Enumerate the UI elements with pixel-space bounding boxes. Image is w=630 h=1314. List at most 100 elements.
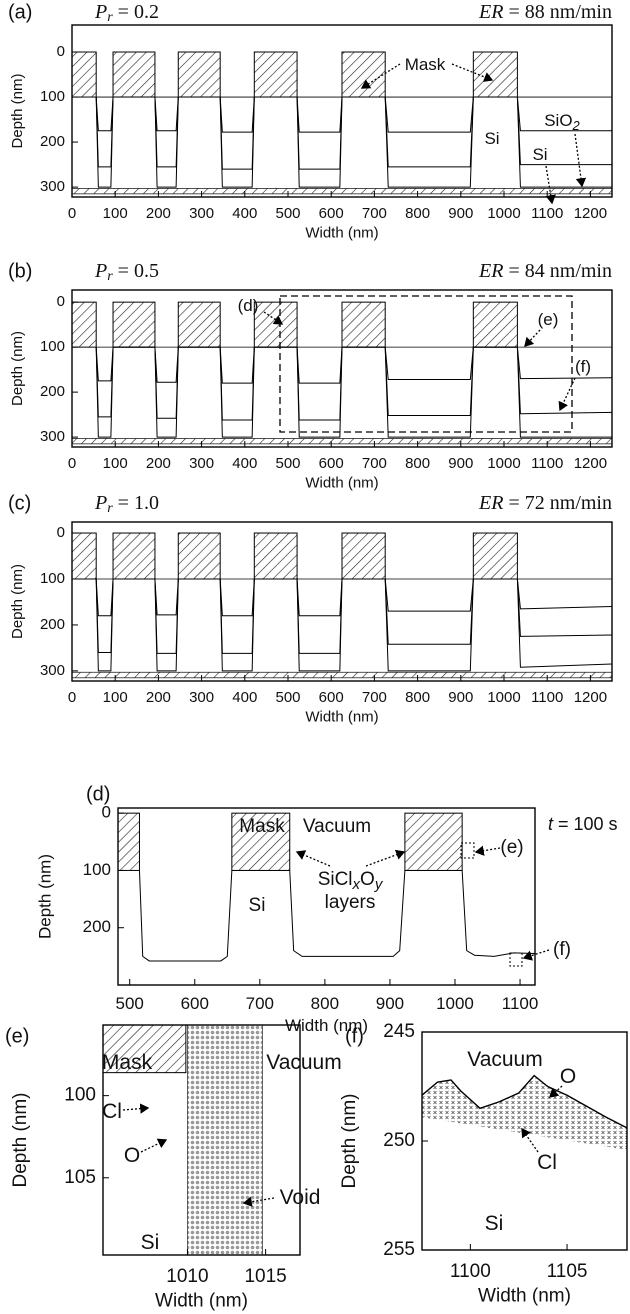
y-tick-label: 200 (40, 133, 65, 150)
x-tick-label: 500 (116, 994, 144, 1013)
mask (112, 301, 156, 348)
x-tick-label: 700 (246, 994, 274, 1013)
arrow (524, 329, 541, 347)
y-axis-title: Depth (nm) (9, 73, 26, 148)
annotation-part: Si (485, 1212, 504, 1235)
plot-area (103, 1025, 263, 1255)
pr-label: Pr = 0.2 (94, 1, 159, 26)
x-tick-label: 600 (181, 994, 209, 1013)
plot-area (422, 1074, 627, 1150)
pr-symbol: P (94, 492, 107, 514)
profile-line (95, 578, 612, 654)
pr-sub: r (107, 501, 113, 516)
annotation-part: (f) (575, 357, 591, 376)
x-tick-label: 100 (103, 205, 128, 222)
arrow (122, 1103, 150, 1114)
er-symbol: ER (478, 492, 503, 514)
arrow (522, 949, 550, 961)
mask (253, 51, 298, 98)
x-tick-label: 200 (146, 205, 171, 222)
er-label: ER = 72 nm/min (478, 492, 612, 514)
y-tick-label: 0 (57, 293, 65, 310)
x-axis-title: Width (nm) (285, 1016, 368, 1035)
pr-symbol: P (94, 260, 107, 282)
arrow (451, 63, 494, 82)
x-tick-label: 300 (189, 455, 214, 472)
pr-sub: r (107, 10, 113, 25)
annotation-part: O (124, 1144, 140, 1167)
mask (253, 301, 298, 348)
arrow (574, 133, 587, 188)
profile-line (95, 96, 612, 188)
y-axis-title: Depth (nm) (9, 564, 26, 639)
annotation: Cl (537, 1151, 557, 1174)
annotation: Vacuum (467, 1048, 542, 1071)
annotation: Si (141, 1231, 160, 1254)
x-tick-label: 1015 (244, 1266, 286, 1287)
mask (177, 532, 221, 580)
x-tick-label: 300 (189, 689, 214, 706)
mask (472, 532, 518, 580)
annotation: O (560, 1065, 576, 1088)
er-value: = 84 nm/min (508, 260, 612, 282)
panel: 0 100 200 300 400 500 600 700 800 900 1000 1100 1200… (8, 260, 613, 492)
mask (341, 532, 386, 580)
annotation-part: Cl (537, 1151, 557, 1174)
x-tick-label: 900 (448, 689, 473, 706)
x-tick-label: 900 (448, 205, 473, 222)
annotation-part: SiO (544, 111, 572, 130)
panel: 500 600 700 800 900 1000 1100 0 100 200 Width (nm)… (35, 783, 617, 1035)
plot-frame (102, 1024, 301, 1256)
x-axis-title: Width (nm) (305, 225, 378, 242)
annotation-part: Vacuum (266, 1051, 341, 1074)
panel: 1100 1105 245 250 255 Width (nm) Depth (nm) (f)… (339, 1021, 628, 1307)
x-tick-label: 200 (146, 455, 171, 472)
x-tick-label: 1100 (531, 205, 563, 222)
x-tick-label: 800 (405, 455, 430, 472)
profile-line (95, 346, 612, 384)
mask (72, 532, 97, 580)
plot-area (72, 532, 612, 679)
time-symbol: t (548, 814, 554, 834)
annotation-part: (d) (238, 296, 259, 315)
y-tick-label: 0 (57, 43, 65, 60)
pr-label: Pr = 1.0 (94, 492, 159, 517)
x-tick-label: 400 (232, 689, 257, 706)
x-tick-label: 1200 (574, 689, 607, 706)
annotation: Si (532, 145, 547, 164)
annotation-part: layers (325, 892, 376, 913)
y-tick-label: 100 (40, 338, 65, 355)
annotation-part: Si (141, 1231, 160, 1254)
er-symbol: ER (478, 1, 503, 23)
x-tick-label: 600 (319, 205, 344, 222)
plot-area (118, 812, 535, 962)
annotation-part: Vacuum (303, 816, 371, 837)
x-tick-label: 1000 (436, 994, 474, 1013)
annotation-part: Void (280, 1186, 321, 1209)
x-tick-label: 400 (232, 205, 257, 222)
panel: 1010 1015 100 105 Width (nm) Depth (nm) (e) Mas… (5, 1024, 342, 1312)
plot-frame (117, 807, 536, 986)
x-tick-label: 1000 (487, 455, 520, 472)
x-tick-label: 500 (275, 689, 300, 706)
pr-value: = 0.2 (118, 1, 159, 23)
panel-label: (c) (8, 492, 31, 514)
x-tick-label: 1105 (547, 1261, 588, 1282)
x-axis-title: Width (nm) (305, 475, 378, 492)
plot-area (72, 301, 612, 445)
x-tick-label: 900 (448, 455, 473, 472)
annotation-sub: x (352, 876, 361, 893)
y-tick-label: 255 (383, 1239, 415, 1260)
oxide-layer (72, 188, 612, 195)
y-tick-label: 300 (40, 428, 65, 445)
plot-area (72, 51, 612, 195)
mask (72, 301, 97, 348)
arrow (474, 845, 501, 856)
mask (118, 812, 140, 871)
panel-label: (b) (8, 260, 32, 282)
panel: 0 100 200 300 400 500 600 700 800 900 1000 1100 1200… (8, 1, 613, 242)
oxide-layer (72, 671, 612, 679)
panel-label: (a) (8, 1, 32, 23)
